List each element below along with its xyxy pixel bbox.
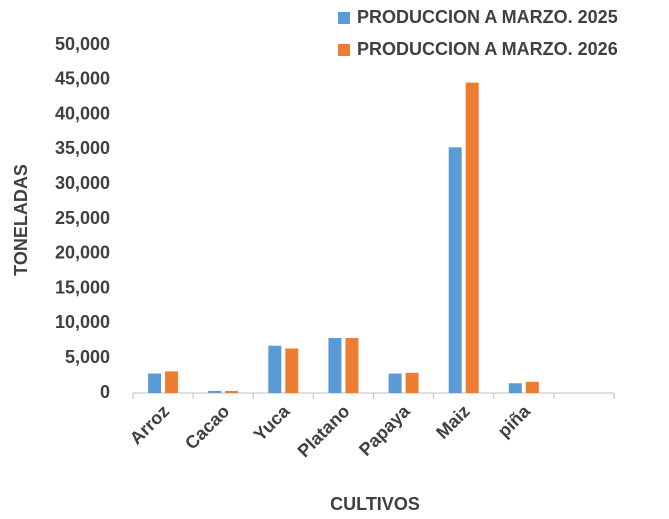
legend-swatch (338, 12, 350, 24)
bar (285, 348, 299, 393)
y-tick-label: 40,000 (55, 103, 110, 123)
bar (508, 383, 522, 393)
bar (525, 381, 539, 393)
x-tick-label: Yuca (250, 400, 295, 445)
y-tick-label: 10,000 (55, 312, 110, 332)
bar (208, 390, 222, 393)
y-tick-label: 35,000 (55, 138, 110, 158)
y-tick-label: 5,000 (65, 347, 110, 367)
bar (268, 345, 282, 393)
bar (345, 338, 359, 393)
y-tick-label: 50,000 (55, 34, 110, 54)
bar (388, 373, 402, 393)
legend-label: PRODUCCION A MARZO. 2025 (357, 7, 618, 27)
y-tick-label: 30,000 (55, 173, 110, 193)
bar (328, 338, 342, 393)
bar (225, 390, 239, 393)
bar (405, 372, 419, 393)
bar (148, 373, 162, 393)
y-tick-label: 15,000 (55, 277, 110, 297)
y-axis-title: TONELADAS (11, 164, 31, 276)
legend-label: PRODUCCION A MARZO. 2026 (357, 39, 618, 59)
y-tick-label: 25,000 (55, 208, 110, 228)
legend-swatch (338, 44, 350, 56)
x-tick-label: Papaya (355, 400, 414, 459)
x-tick-label: Cacao (181, 401, 233, 453)
x-tick-label: Maiz (432, 401, 474, 443)
x-tick-label: Platano (294, 401, 354, 461)
y-tick-label: 0 (100, 382, 110, 402)
x-tick-label: Arroz (126, 401, 173, 448)
x-axis-title: CULTIVOS (330, 494, 420, 514)
x-tick-label: piña (494, 400, 535, 441)
y-tick-label: 45,000 (55, 69, 110, 89)
bar (465, 82, 479, 394)
bar (165, 371, 179, 393)
bar (448, 147, 462, 393)
y-tick-label: 20,000 (55, 243, 110, 263)
